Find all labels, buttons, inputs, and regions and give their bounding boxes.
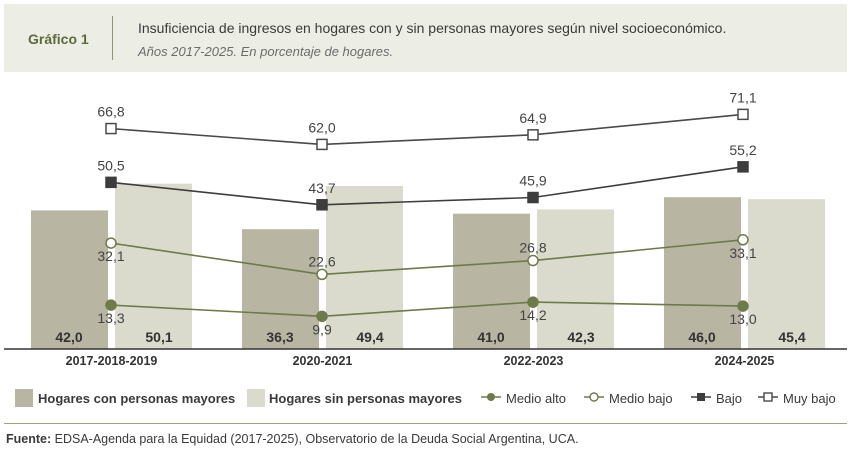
- bar-label-con-3: 46,0: [688, 329, 715, 345]
- filled-square-marker-icon: [691, 393, 711, 401]
- point-label-medio-alto-3: 13,0: [729, 311, 756, 327]
- point-bajo-3: [737, 161, 749, 173]
- open-circle-marker-icon: [584, 392, 604, 402]
- bar-label-sin-1: 49,4: [356, 329, 383, 345]
- point-label-medio-alto-0: 13,3: [97, 310, 124, 326]
- line-medio-bajo: [110, 239, 744, 276]
- bar-sin-1: [326, 185, 403, 349]
- chart-header: Gráfico 1 Insuficiencia de ingresos en h…: [4, 4, 847, 72]
- legend-label-medio-bajo: Medio bajo: [609, 391, 673, 406]
- bar-label-con-0: 42,0: [55, 329, 82, 345]
- point-label-medio-alto-1: 9,9: [312, 321, 332, 337]
- point-label-medio-alto-2: 14,2: [519, 307, 546, 323]
- point-medio-bajo-1: [316, 268, 328, 281]
- legend-label-con: Hogares con personas mayores: [38, 391, 236, 406]
- category-label-3: 2024-2025: [715, 354, 775, 368]
- point-label-medio-bajo-1: 22,6: [308, 253, 335, 269]
- bar-sin-0: [115, 183, 192, 349]
- point-label-muy-bajo-3: 71,1: [729, 89, 756, 105]
- point-label-bajo-2: 45,9: [519, 173, 546, 189]
- point-label-muy-bajo-1: 62,0: [308, 119, 335, 135]
- bar-sin-3: [748, 199, 825, 349]
- source-note: Fuente: EDSA-Agenda para la Equidad (201…: [6, 432, 579, 446]
- bar-label-con-2: 41,0: [477, 329, 504, 345]
- bar-label-sin-0: 50,1: [145, 329, 172, 345]
- chart-number-label: Gráfico 1: [28, 31, 89, 47]
- point-bajo-2: [527, 191, 539, 204]
- source-text: EDSA-Agenda para la Equidad (2017-2025),…: [51, 432, 579, 446]
- point-muy-bajo-0: [105, 122, 117, 135]
- legend-label-sin: Hogares sin personas mayores: [269, 391, 462, 406]
- chart-legend: Hogares con personas mayores Hogares sin…: [15, 388, 850, 410]
- line-bajo: [110, 166, 744, 206]
- line-medio-alto: [110, 301, 744, 318]
- point-medio-bajo-3: [737, 234, 749, 246]
- bar-label-con-1: 36,3: [266, 329, 293, 345]
- chart-title: Insuficiencia de ingresos en hogares con…: [138, 20, 727, 36]
- line-muy-bajo: [110, 113, 744, 146]
- footer-rule: [4, 423, 847, 424]
- chart-plot: 42,0 50,1 36,3 49,4 41,0 42,3 46,0 45,4 2017-201…: [4, 89, 847, 368]
- point-muy-bajo-3: [737, 108, 749, 121]
- point-medio-bajo-0: [105, 237, 117, 249]
- header-divider: [112, 16, 113, 60]
- point-label-bajo-1: 43,7: [308, 180, 335, 196]
- point-label-muy-bajo-2: 64,9: [519, 110, 546, 126]
- point-label-medio-bajo-2: 26,8: [519, 240, 546, 256]
- filled-circle-marker-icon: [481, 393, 501, 401]
- open-square-marker-icon: [758, 392, 778, 402]
- point-medio-bajo-2: [527, 254, 539, 267]
- bar-label-sin-3: 45,4: [778, 329, 805, 345]
- point-medio-alto-3: [737, 300, 749, 312]
- point-medio-alto-2: [527, 296, 539, 308]
- bar-con-2: [453, 213, 530, 349]
- point-label-muy-bajo-0: 66,8: [97, 104, 124, 120]
- legend-label-medio-alto: Medio alto: [506, 391, 566, 406]
- bar-con-1: [242, 229, 319, 349]
- bar-con-0: [31, 210, 108, 349]
- category-label-1: 2020-2021: [293, 354, 353, 368]
- point-muy-bajo-2: [527, 129, 539, 141]
- bar-label-sin-2: 42,3: [567, 329, 594, 345]
- category-label-0: 2017-2018-2019: [66, 354, 158, 368]
- legend-label-muy-bajo: Muy bajo: [783, 391, 836, 406]
- point-bajo-0: [105, 176, 117, 189]
- legend-swatch-con: [15, 389, 33, 407]
- category-label-2: 2022-2023: [504, 354, 564, 368]
- legend-label-bajo: Bajo: [716, 391, 743, 406]
- point-medio-alto-1: [316, 310, 328, 323]
- point-label-medio-bajo-0: 32,1: [97, 248, 124, 264]
- source-label: Fuente:: [6, 432, 52, 446]
- point-medio-alto-0: [105, 299, 117, 311]
- point-label-bajo-0: 50,5: [97, 157, 124, 173]
- point-bajo-1: [316, 199, 328, 211]
- legend-swatch-sin: [247, 389, 265, 407]
- point-muy-bajo-1: [316, 138, 328, 151]
- point-label-medio-bajo-3: 33,1: [729, 245, 756, 261]
- bar-sin-2: [537, 209, 614, 349]
- chart-subtitle: Años 2017-2025. En porcentaje de hogares…: [138, 44, 394, 59]
- point-label-bajo-3: 55,2: [729, 142, 756, 158]
- bar-con-3: [664, 197, 741, 349]
